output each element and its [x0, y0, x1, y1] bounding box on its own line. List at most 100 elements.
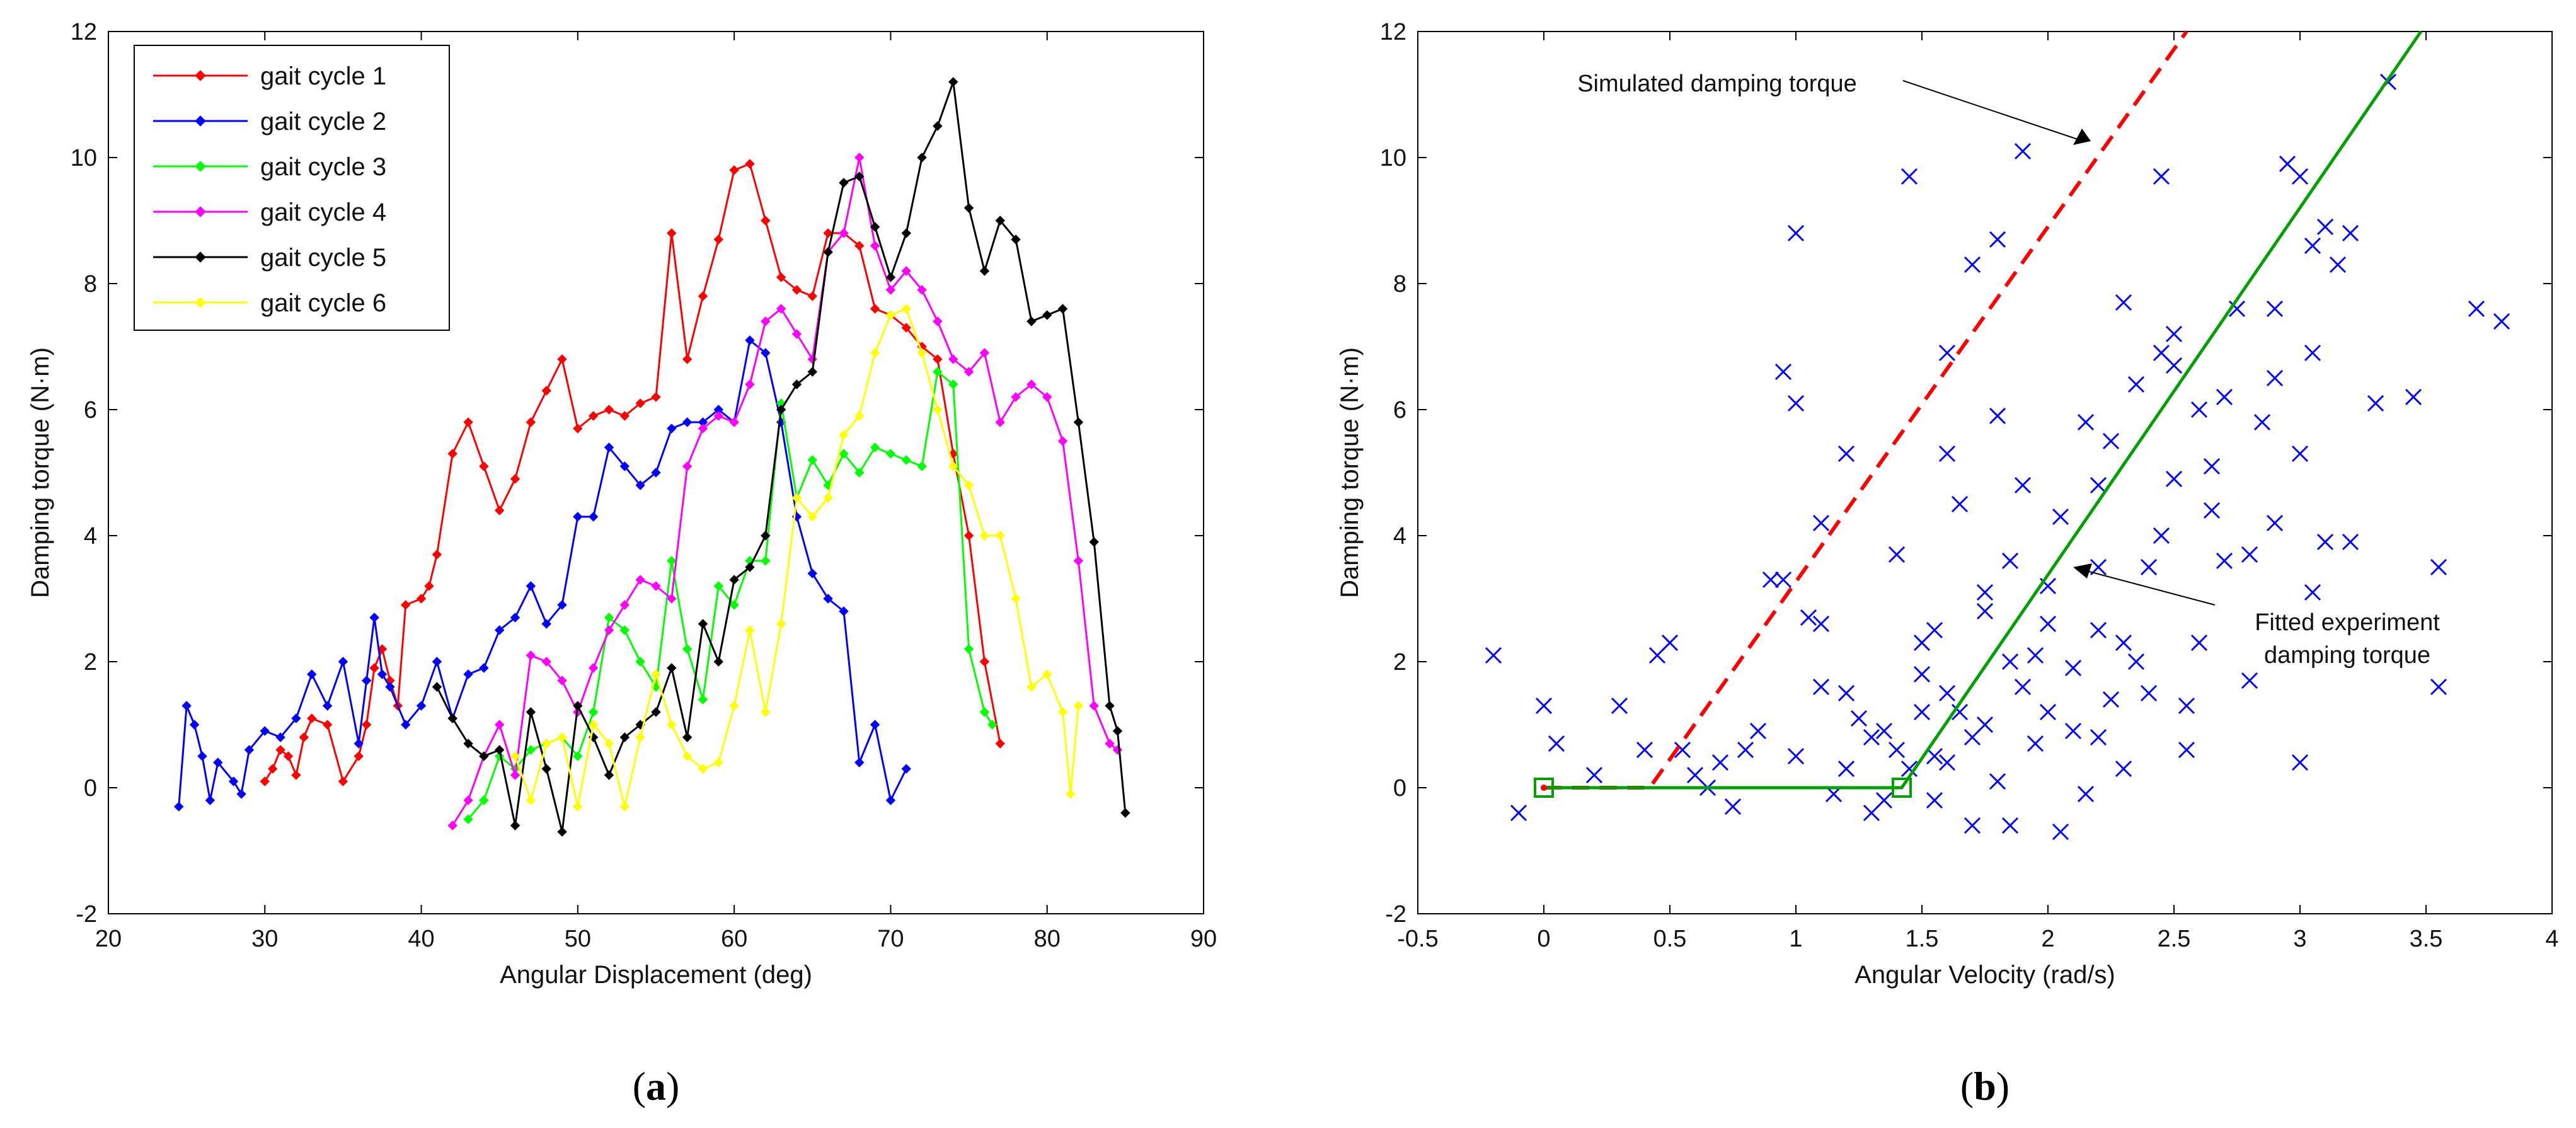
data-point: [713, 411, 724, 421]
data-point: [588, 663, 599, 673]
scatter-point: [1850, 710, 1868, 727]
scatter-point: [2115, 760, 2132, 778]
scatter-x-stroke: [1938, 445, 1956, 463]
panel-b-annotations: Simulated damping torque Fitted experime…: [1577, 71, 2440, 669]
scatter-point: [2115, 634, 2132, 652]
scatter-point: [2266, 514, 2284, 532]
scatter-point: [1964, 256, 1981, 273]
scatter-point: [1951, 495, 1969, 513]
scatter-point: [2291, 445, 2309, 463]
scatter-point: [1863, 728, 1880, 746]
scatter-x-stroke: [2493, 313, 2510, 330]
data-point: [557, 600, 567, 610]
scatter-point: [1535, 697, 1553, 715]
data-point: [1105, 701, 1115, 711]
scatter-x-stroke: [2266, 369, 2284, 387]
scatter-x-stroke: [2014, 476, 2032, 494]
scatter-point: [2203, 502, 2221, 519]
scatter-point: [2316, 533, 2334, 551]
scatter-point: [1762, 571, 1780, 589]
data-point: [479, 461, 489, 471]
data-point: [1073, 556, 1084, 566]
scatter-point: [1787, 394, 1805, 412]
scatter-point: [1485, 647, 1502, 664]
scatter-x-stroke: [2178, 697, 2195, 715]
data-point: [729, 701, 739, 711]
fitted-annotation-arrow: [2081, 569, 2216, 606]
scatter-x-stroke: [1812, 615, 1830, 633]
scatter-x-stroke: [1863, 728, 1880, 746]
scatter-point: [1812, 615, 1830, 633]
scatter-x-stroke: [1850, 710, 1868, 727]
scatter-point: [1774, 363, 1792, 381]
data-point: [260, 776, 270, 786]
scatter-x-stroke: [1900, 760, 1918, 778]
a-x-tick-label: 40: [408, 926, 434, 952]
scatter-x-stroke: [1989, 773, 2006, 790]
legend-label: gait cycle 3: [260, 153, 386, 181]
data-point: [745, 159, 755, 169]
data-point: [839, 449, 849, 459]
scatter-point: [1585, 766, 1603, 784]
scatter-x-stroke: [2405, 388, 2422, 406]
scatter-x-stroke: [2064, 659, 2082, 677]
data-point: [933, 367, 943, 377]
data-point: [1120, 808, 1130, 818]
a-y-tick-label: 0: [84, 775, 97, 802]
legend-label: gait cycle 2: [260, 108, 386, 135]
scatter-x-stroke: [2001, 552, 2019, 570]
data-point: [667, 423, 677, 434]
data-point: [197, 751, 207, 761]
scatter-point: [2304, 237, 2321, 255]
data-point: [682, 417, 693, 427]
data-point: [933, 354, 943, 364]
scatter-x-stroke: [2304, 584, 2321, 601]
fitted-torque-annotation-line2: damping torque: [2264, 642, 2430, 669]
data-point: [463, 417, 473, 427]
scatter-x-stroke: [1900, 168, 1918, 185]
panel-b-caption-letter: b: [1974, 1064, 1996, 1108]
scatter-point: [2430, 558, 2447, 576]
data-point: [463, 739, 473, 749]
scatter-x-stroke: [1762, 571, 1780, 589]
scatter-point: [1800, 609, 1817, 626]
scatter-point: [2165, 357, 2183, 374]
scatter-point: [2493, 313, 2510, 330]
data-point: [1026, 379, 1037, 389]
panel-a-chart: 20 30 40 50 60 70 80 90 -2 0 2 4 6 8 10 12 Angular Disp…: [26, 19, 1217, 1108]
scatter-point: [2090, 476, 2107, 494]
scatter-x-stroke: [2253, 413, 2271, 431]
panel-b-caption: (b): [1960, 1064, 2010, 1108]
a-x-tick-label: 20: [95, 926, 122, 952]
scatter-x-stroke: [2367, 394, 2384, 412]
scatter-point: [2014, 678, 2032, 696]
data-point: [745, 562, 755, 572]
data-point: [713, 657, 724, 667]
data-point: [698, 694, 708, 705]
scatter-x-stroke: [2279, 155, 2296, 173]
scatter-x-stroke: [2291, 168, 2309, 185]
data-point: [870, 348, 880, 358]
data-point: [698, 619, 708, 629]
data-point: [839, 430, 849, 440]
data-point: [745, 625, 755, 635]
scatter-point: [1888, 741, 1906, 759]
scatter-x-stroke: [1585, 766, 1603, 784]
data-point: [854, 411, 865, 421]
data-point: [619, 411, 630, 421]
a-x-tick-label: 60: [721, 926, 747, 952]
data-point: [424, 581, 434, 591]
scatter-point: [1510, 804, 1527, 822]
scatter-x-stroke: [2039, 703, 2057, 721]
data-point: [635, 657, 645, 667]
data-point: [541, 657, 551, 667]
data-point: [870, 304, 880, 314]
data-point: [933, 316, 943, 326]
scatter-x-stroke: [2127, 376, 2145, 393]
data-point: [526, 417, 536, 427]
scatter-point: [2190, 634, 2208, 652]
data-point: [354, 739, 364, 749]
scatter-x-stroke: [2216, 388, 2233, 406]
data-point: [979, 531, 990, 541]
panel-b-chart: -0.5 0 0.5 1 1.5 2 2.5 3 3.5 4 -2 0 2 4 6 8 10 12 Angular…: [1336, 19, 2559, 1108]
